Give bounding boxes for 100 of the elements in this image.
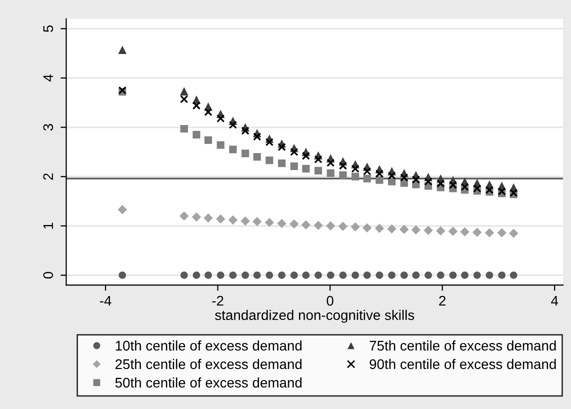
point [350, 222, 360, 232]
point [180, 124, 188, 133]
point [302, 272, 310, 279]
point [277, 218, 286, 228]
point [363, 167, 372, 176]
point [290, 272, 298, 279]
point [351, 164, 360, 173]
x-tick-label: 0 [326, 296, 334, 306]
point [192, 272, 200, 279]
point [472, 228, 482, 237]
point [302, 152, 310, 160]
x-tick-label: 4 [551, 296, 558, 306]
legend-label: 10th centile of excess demand [116, 340, 302, 351]
point [376, 272, 384, 279]
point [485, 186, 494, 194]
point [118, 205, 127, 214]
point [388, 172, 396, 180]
point [216, 272, 224, 279]
point [180, 211, 189, 221]
x-tick-label: -2 [212, 296, 224, 306]
point [192, 130, 200, 138]
point [339, 171, 347, 179]
point [242, 272, 249, 279]
point [192, 212, 202, 222]
point [326, 272, 334, 279]
point [376, 176, 384, 184]
point [252, 132, 262, 141]
point [180, 95, 188, 104]
point [118, 46, 127, 54]
point [374, 224, 384, 233]
point [180, 87, 188, 96]
point [192, 102, 201, 110]
y-tick-label: 2 [43, 173, 53, 180]
point [314, 272, 322, 279]
point [436, 272, 444, 279]
point [278, 159, 286, 168]
point [216, 141, 224, 149]
point [216, 214, 226, 224]
point [388, 178, 396, 186]
point [412, 272, 420, 279]
point [375, 170, 384, 178]
point [216, 114, 225, 123]
point [265, 138, 274, 146]
point [363, 174, 371, 182]
x-tick-label: 2 [439, 296, 446, 306]
point [253, 272, 261, 279]
point [278, 272, 286, 279]
point [448, 226, 458, 236]
point [339, 272, 347, 279]
point [204, 272, 212, 279]
point [363, 272, 371, 279]
point [498, 187, 506, 196]
x-axis-title: standardized non-cognitive skills [215, 310, 414, 323]
point [180, 272, 188, 279]
point [241, 126, 250, 135]
point [229, 272, 237, 279]
point [240, 216, 250, 226]
y-tick-label: 4 [43, 74, 53, 82]
legend-label: 50th centile of excess demand [115, 377, 302, 388]
point [301, 220, 311, 230]
point [314, 166, 322, 174]
point [278, 142, 286, 152]
point [424, 272, 432, 279]
point [424, 226, 433, 235]
point [302, 164, 310, 173]
point [460, 182, 469, 192]
point [484, 228, 494, 238]
point [412, 175, 420, 184]
point [290, 148, 298, 156]
y-tick-label: 5 [43, 25, 54, 32]
point [241, 150, 250, 158]
point [362, 223, 372, 232]
point [253, 153, 261, 161]
point [449, 272, 457, 279]
point [387, 224, 396, 234]
point [326, 221, 336, 231]
point [498, 272, 506, 279]
point [229, 146, 237, 154]
y-tick-label: 0 [43, 272, 54, 279]
point [509, 228, 518, 238]
point [338, 162, 348, 170]
point [400, 224, 409, 234]
point [326, 169, 334, 177]
point [473, 272, 481, 279]
legend-label: 25th centile of excess demand [115, 358, 302, 370]
point [388, 272, 396, 279]
point [473, 184, 482, 193]
point [204, 213, 213, 223]
point [460, 227, 470, 236]
point [252, 216, 262, 226]
point [424, 177, 432, 186]
x-tick-label: -4 [100, 296, 112, 306]
point [314, 155, 322, 164]
point [228, 215, 238, 225]
legend-label: 90th centile of excess demand [370, 358, 556, 370]
point [290, 219, 299, 229]
y-tick-label: 1 [43, 222, 53, 229]
point [266, 156, 274, 164]
point [352, 172, 360, 180]
point [461, 272, 468, 279]
